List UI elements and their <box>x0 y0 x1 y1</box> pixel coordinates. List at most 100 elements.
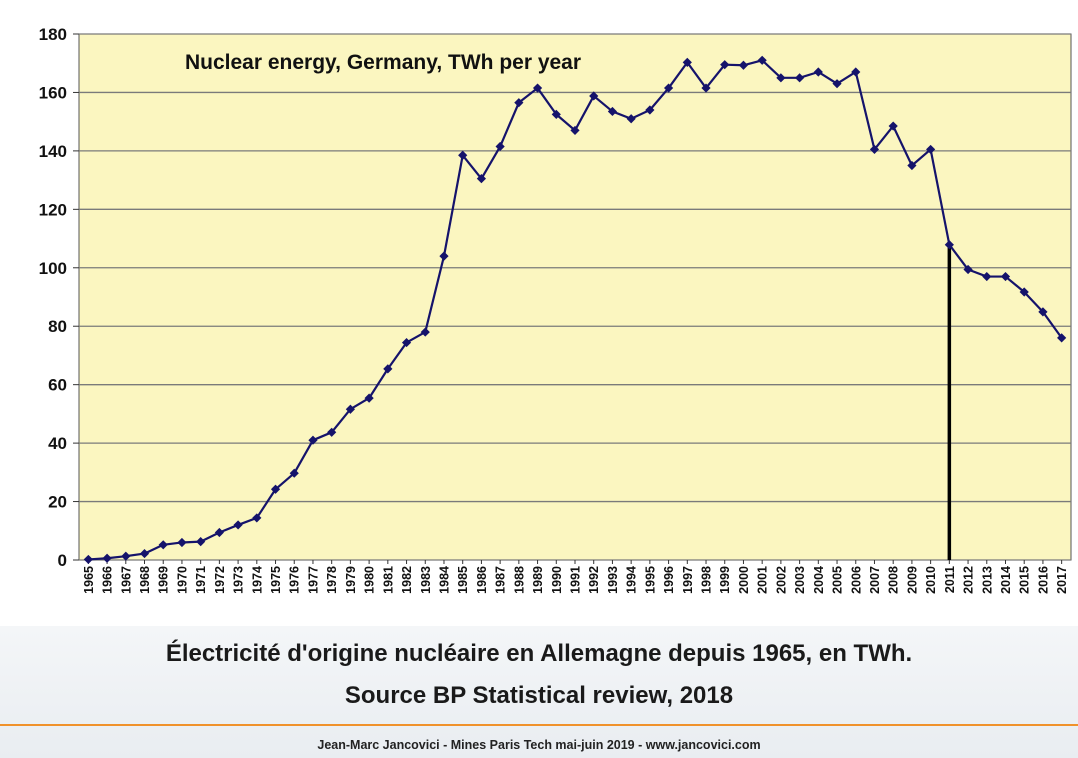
ytick-label-100: 100 <box>39 259 67 278</box>
data-point-1981 <box>383 364 393 374</box>
data-point-2006 <box>851 67 861 77</box>
data-point-1978 <box>327 427 337 437</box>
data-point-2011 <box>944 240 954 250</box>
caption-area: Électricité d'origine nucléaire en Allem… <box>0 626 1078 758</box>
data-point-2008 <box>888 121 898 131</box>
ytick-label-160: 160 <box>39 83 67 102</box>
data-point-1990 <box>551 109 561 119</box>
ytick-label-180: 180 <box>39 25 67 44</box>
xtick-label-1993: 1993 <box>606 566 620 594</box>
data-point-2003 <box>795 73 805 83</box>
xtick-label-1983: 1983 <box>419 566 433 594</box>
xtick-label-1987: 1987 <box>494 566 508 594</box>
xtick-label-2008: 2008 <box>887 566 901 594</box>
xtick-label-1992: 1992 <box>587 566 601 594</box>
footer-divider <box>0 724 1078 726</box>
xtick-label-2014: 2014 <box>999 566 1013 594</box>
xtick-label-2003: 2003 <box>793 566 807 594</box>
ytick-label-140: 140 <box>39 142 67 161</box>
xtick-label-1974: 1974 <box>250 566 264 594</box>
data-point-1971 <box>196 536 206 547</box>
xtick-label-1994: 1994 <box>625 566 639 594</box>
xtick-label-1969: 1969 <box>157 566 171 594</box>
data-point-2010 <box>926 144 936 155</box>
data-point-1972 <box>214 527 224 538</box>
ytick-label-0: 0 <box>58 551 67 570</box>
ytick-label-120: 120 <box>39 200 67 219</box>
xtick-label-1965: 1965 <box>82 566 96 594</box>
xtick-label-2005: 2005 <box>831 566 845 594</box>
xtick-label-1970: 1970 <box>175 566 189 594</box>
data-point-1997 <box>682 57 692 67</box>
data-point-2004 <box>813 67 823 77</box>
xtick-label-1986: 1986 <box>475 566 489 594</box>
xtick-label-1966: 1966 <box>101 566 115 594</box>
xtick-label-1991: 1991 <box>569 566 583 594</box>
xtick-label-2017: 2017 <box>1055 566 1069 594</box>
data-point-1984 <box>439 251 449 261</box>
xtick-label-2006: 2006 <box>849 566 863 594</box>
nuclear-energy-chart: 0 20 40 60 80 100 120 140 160 180 1965 1966 1967 196… <box>39 25 1072 594</box>
data-point-2013 <box>982 271 992 282</box>
xtick-label-1980: 1980 <box>363 566 377 594</box>
data-point-1966 <box>102 553 112 563</box>
data-point-2015 <box>1019 287 1029 297</box>
data-point-1992 <box>589 91 599 101</box>
footer-credit: Jean-Marc Jancovici - Mines Paris Tech m… <box>317 738 761 752</box>
data-point-1977 <box>308 435 318 445</box>
data-point-1993 <box>607 106 618 117</box>
data-point-2002 <box>776 73 786 83</box>
data-point-1998 <box>701 83 711 93</box>
xtick-label-1967: 1967 <box>119 566 133 594</box>
xtick-label-1972: 1972 <box>213 566 227 594</box>
xtick-label-1996: 1996 <box>662 566 676 594</box>
caption-line-1: Électricité d'origine nucléaire en Allem… <box>165 640 913 667</box>
chart-title: Nuclear energy, Germany, TWh per year <box>185 51 581 74</box>
data-point-2005 <box>832 79 842 89</box>
xtick-label-2012: 2012 <box>962 566 976 594</box>
xtick-label-1981: 1981 <box>381 566 395 594</box>
data-point-1986 <box>476 174 487 184</box>
data-point-1970 <box>177 537 187 548</box>
xtick-label-2004: 2004 <box>812 566 826 594</box>
data-point-2017 <box>1057 333 1067 343</box>
data-point-2001 <box>757 55 767 65</box>
data-point-1965 <box>83 554 93 565</box>
ytick-label-80: 80 <box>48 317 67 336</box>
xtick-label-1998: 1998 <box>700 566 714 594</box>
data-point-2016 <box>1038 307 1048 317</box>
data-point-2007 <box>869 144 880 155</box>
data-point-1969 <box>158 540 168 550</box>
data-point-1991 <box>570 125 580 136</box>
xtick-label-2015: 2015 <box>1018 566 1032 594</box>
data-point-2012 <box>963 264 973 275</box>
xtick-label-1997: 1997 <box>681 566 695 594</box>
xtick-label-1971: 1971 <box>194 566 208 594</box>
chart-panel: 0 20 40 60 80 100 120 140 160 180 1965 1966 1967 196… <box>38 25 1072 594</box>
data-point-1995 <box>645 105 655 115</box>
data-point-1974 <box>252 513 262 523</box>
plot-area <box>78 33 1072 561</box>
data-point-1999 <box>720 60 730 70</box>
xtick-label-1976: 1976 <box>288 566 302 594</box>
data-point-2009 <box>907 160 917 171</box>
xtick-label-1968: 1968 <box>138 566 152 594</box>
xtick-label-1978: 1978 <box>325 566 339 594</box>
data-point-1994 <box>626 114 636 124</box>
data-point-1987 <box>495 141 505 152</box>
xtick-label-1995: 1995 <box>643 566 657 594</box>
data-point-1973 <box>233 520 243 530</box>
xtick-label-2013: 2013 <box>980 566 994 594</box>
data-point-1975 <box>270 484 281 494</box>
data-point-1996 <box>663 83 674 93</box>
xtick-label-2016: 2016 <box>1036 566 1050 594</box>
data-point-1968 <box>139 548 150 559</box>
xtick-label-1990: 1990 <box>550 566 564 594</box>
xtick-label-1984: 1984 <box>437 566 451 594</box>
data-point-1985 <box>458 150 468 160</box>
xtick-label-2011: 2011 <box>943 566 957 593</box>
xtick-label-2009: 2009 <box>905 566 919 594</box>
xtick-label-1975: 1975 <box>269 566 283 594</box>
caption-line-2: Source BP Statistical review, 2018 <box>344 682 734 709</box>
xtick-label-2010: 2010 <box>924 566 938 594</box>
